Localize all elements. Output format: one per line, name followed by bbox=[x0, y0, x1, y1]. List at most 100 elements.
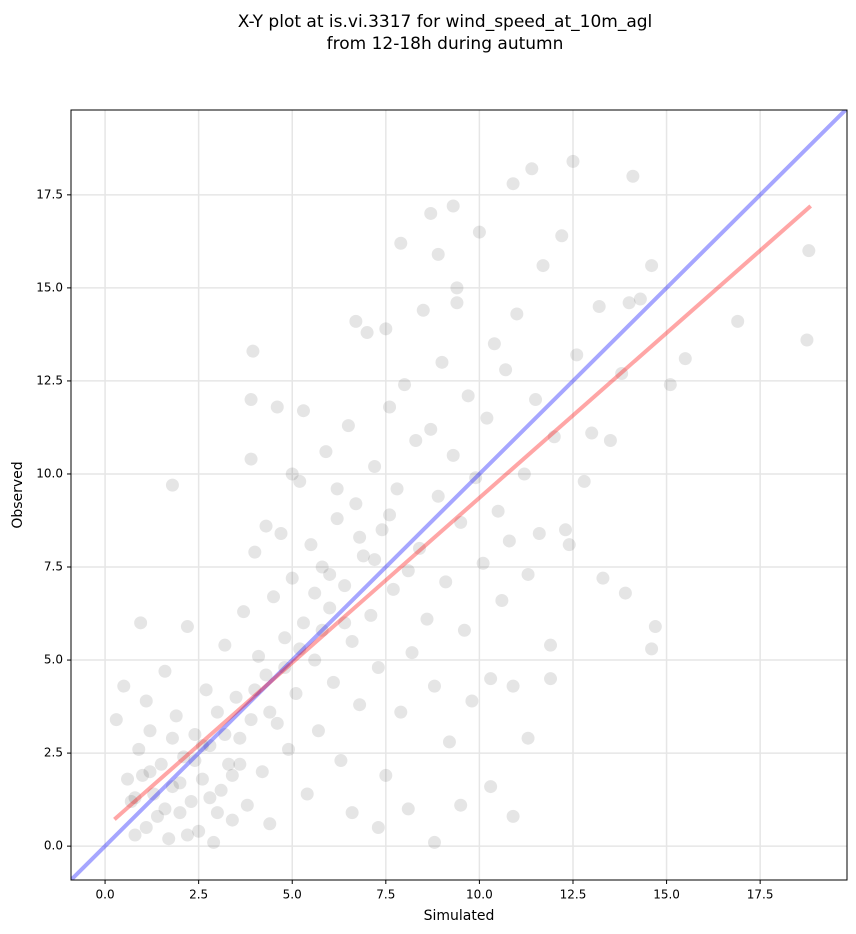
point bbox=[248, 683, 262, 697]
point bbox=[394, 236, 408, 250]
point bbox=[311, 724, 325, 738]
point bbox=[499, 363, 513, 377]
point bbox=[364, 608, 378, 622]
point bbox=[255, 765, 269, 779]
point bbox=[274, 527, 288, 541]
point bbox=[633, 292, 647, 306]
point bbox=[233, 757, 247, 771]
point bbox=[180, 828, 194, 842]
point bbox=[461, 389, 475, 403]
point bbox=[442, 735, 456, 749]
point bbox=[225, 813, 239, 827]
point bbox=[173, 806, 187, 820]
point bbox=[457, 623, 471, 637]
point bbox=[121, 772, 135, 786]
point bbox=[147, 787, 161, 801]
point bbox=[109, 713, 123, 727]
point bbox=[270, 716, 284, 730]
chart-title: X-Y plot at is.vi.3317 for wind_speed_at… bbox=[238, 12, 653, 32]
point bbox=[547, 430, 561, 444]
point bbox=[154, 757, 168, 771]
point bbox=[207, 835, 221, 849]
point bbox=[510, 307, 524, 321]
point bbox=[398, 378, 412, 392]
point bbox=[248, 545, 262, 559]
point bbox=[267, 590, 281, 604]
point bbox=[180, 620, 194, 634]
point bbox=[431, 247, 445, 261]
point bbox=[409, 433, 423, 447]
point bbox=[338, 579, 352, 593]
point bbox=[285, 467, 299, 481]
point bbox=[341, 419, 355, 433]
point bbox=[424, 422, 438, 436]
point bbox=[128, 828, 142, 842]
x-axis-label: Simulated bbox=[424, 908, 495, 924]
point bbox=[802, 244, 816, 258]
point bbox=[244, 713, 258, 727]
point bbox=[143, 765, 157, 779]
point bbox=[263, 705, 277, 719]
y-tick-label: 15.0 bbox=[36, 280, 63, 294]
point bbox=[356, 549, 370, 563]
point bbox=[188, 727, 202, 741]
point bbox=[626, 169, 640, 183]
point bbox=[345, 806, 359, 820]
y-tick-label: 10.0 bbox=[36, 466, 63, 480]
point bbox=[210, 705, 224, 719]
point bbox=[469, 471, 483, 485]
point bbox=[454, 798, 468, 812]
point bbox=[446, 448, 460, 462]
point bbox=[592, 300, 606, 314]
point bbox=[330, 512, 344, 526]
plot-frame bbox=[70, 109, 848, 881]
x-tick-label: 15.0 bbox=[653, 888, 680, 902]
point bbox=[577, 474, 591, 488]
point bbox=[308, 586, 322, 600]
point bbox=[218, 727, 232, 741]
point bbox=[506, 177, 520, 191]
point bbox=[446, 199, 460, 213]
point bbox=[319, 445, 333, 459]
point bbox=[150, 809, 164, 823]
x-tick-label: 10.0 bbox=[466, 888, 493, 902]
point bbox=[240, 798, 254, 812]
point bbox=[427, 679, 441, 693]
point bbox=[394, 705, 408, 719]
point bbox=[529, 393, 543, 407]
point bbox=[289, 687, 303, 701]
point bbox=[731, 314, 745, 328]
point bbox=[300, 787, 314, 801]
point bbox=[491, 504, 505, 518]
point bbox=[596, 571, 610, 585]
point bbox=[246, 344, 260, 358]
point bbox=[349, 314, 363, 328]
point bbox=[229, 690, 243, 704]
point bbox=[401, 802, 415, 816]
point bbox=[285, 571, 299, 585]
point bbox=[622, 296, 636, 310]
point bbox=[345, 634, 359, 648]
point bbox=[169, 709, 183, 723]
point bbox=[293, 474, 307, 488]
point bbox=[517, 467, 531, 481]
point bbox=[615, 366, 629, 380]
point bbox=[383, 508, 397, 522]
point bbox=[454, 515, 468, 529]
point bbox=[139, 821, 153, 835]
point bbox=[431, 489, 445, 503]
point bbox=[536, 259, 550, 273]
point bbox=[427, 835, 441, 849]
point bbox=[678, 352, 692, 366]
point bbox=[296, 616, 310, 630]
point bbox=[558, 523, 572, 537]
point bbox=[368, 460, 382, 474]
point bbox=[800, 333, 814, 347]
point bbox=[521, 567, 535, 581]
point bbox=[252, 649, 266, 663]
point bbox=[315, 623, 329, 637]
point bbox=[158, 664, 172, 678]
point bbox=[210, 806, 224, 820]
